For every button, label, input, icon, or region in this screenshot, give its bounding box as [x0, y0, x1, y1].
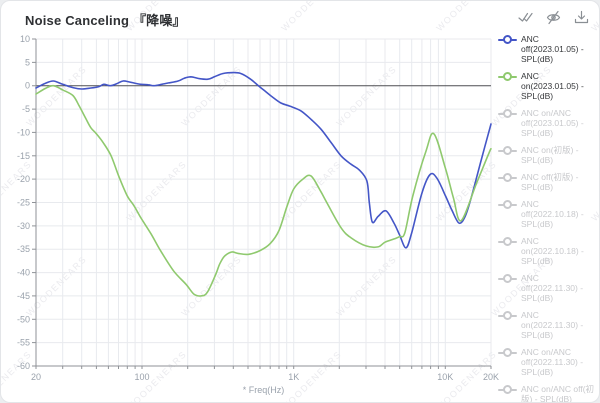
- x-tick-label: 10K: [437, 372, 453, 382]
- legend-item-7[interactable]: ANC off(2022.11.30) - SPL(dB): [498, 273, 598, 303]
- legend-item-4[interactable]: ANC off(初版) - SPL(dB): [498, 172, 598, 192]
- legend-item-0[interactable]: ANC off(2023.01.05) - SPL(dB): [498, 34, 598, 64]
- legend: ANC off(2023.01.05) - SPL(dB) ANC on(2023…: [498, 34, 598, 403]
- legend-label: ANC on/ANC off(初版) - SPL(dB): [521, 384, 595, 403]
- legend-marker: [498, 237, 517, 246]
- axes: 1050-5-10-15-20-25-30-35-40-45-50-55-602…: [17, 34, 499, 382]
- legend-label: ANC on/ANC off(2023.01.05) - SPL(dB): [521, 108, 584, 138]
- x-tick-label: 20K: [483, 372, 499, 382]
- y-tick-label: -50: [17, 314, 30, 324]
- legend-label: ANC on(2022.10.18) - SPL(dB): [521, 236, 584, 266]
- legend-label: ANC on/ANC off(2022.11.30) - SPL(dB): [521, 347, 584, 377]
- chart-title: Noise Canceling 『降噪』: [25, 13, 186, 28]
- legend-marker: [498, 109, 517, 118]
- legend-label: ANC on(2022.11.30) - SPL(dB): [521, 310, 584, 340]
- x-axis-title: * Freq(Hz): [242, 385, 285, 395]
- legend-marker: [498, 200, 517, 209]
- legend-label: ANC off(2022.10.18) - SPL(dB): [521, 199, 584, 229]
- toggle-visibility-icon[interactable]: [546, 10, 561, 25]
- legend-item-2[interactable]: ANC on/ANC off(2023.01.05) - SPL(dB): [498, 108, 598, 138]
- legend-label: ANC off(2022.11.30) - SPL(dB): [521, 273, 584, 303]
- legend-label: ANC on(2023.01.05) - SPL(dB): [521, 71, 584, 101]
- legend-label: ANC on(初版) - SPL(dB): [521, 145, 579, 165]
- y-tick-label: -30: [17, 221, 30, 231]
- x-tick-label: 100: [134, 372, 149, 382]
- legend-item-10[interactable]: ANC on/ANC off(初版) - SPL(dB): [498, 384, 598, 403]
- legend-marker: [498, 72, 517, 81]
- y-tick-label: -55: [17, 338, 30, 348]
- y-tick-label: 0: [25, 81, 30, 91]
- legend-item-3[interactable]: ANC on(初版) - SPL(dB): [498, 145, 598, 165]
- y-tick-label: -25: [17, 198, 30, 208]
- y-tick-label: -10: [17, 127, 30, 137]
- download-icon[interactable]: [574, 10, 589, 25]
- series-curve-1: [35, 84, 492, 297]
- x-tick-label: 1K: [288, 372, 299, 382]
- select-all-icon[interactable]: [518, 10, 533, 25]
- y-tick-label: 5: [25, 57, 30, 67]
- legend-item-8[interactable]: ANC on(2022.11.30) - SPL(dB): [498, 310, 598, 340]
- legend-marker: [498, 311, 517, 320]
- toolbar: [518, 10, 589, 25]
- gridlines: [35, 38, 492, 367]
- legend-label: ANC off(初版) - SPL(dB): [521, 172, 579, 192]
- y-tick-label: -45: [17, 291, 30, 301]
- series-curve-0: [35, 71, 492, 249]
- legend-marker: [498, 274, 517, 283]
- legend-marker: [498, 348, 517, 357]
- legend-item-6[interactable]: ANC on(2022.10.18) - SPL(dB): [498, 236, 598, 266]
- y-tick-label: -35: [17, 244, 30, 254]
- legend-item-5[interactable]: ANC off(2022.10.18) - SPL(dB): [498, 199, 598, 229]
- legend-marker: [498, 146, 517, 155]
- legend-label: ANC off(2023.01.05) - SPL(dB): [521, 34, 584, 64]
- y-tick-label: -15: [17, 151, 30, 161]
- legend-marker: [498, 173, 517, 182]
- x-tick-label: 20: [31, 372, 41, 382]
- legend-item-1[interactable]: ANC on(2023.01.05) - SPL(dB): [498, 71, 598, 101]
- legend-item-9[interactable]: ANC on/ANC off(2022.11.30) - SPL(dB): [498, 347, 598, 377]
- y-tick-label: -20: [17, 174, 30, 184]
- y-tick-label: -5: [22, 104, 30, 114]
- legend-marker: [498, 35, 517, 44]
- y-tick-label: 10: [20, 34, 30, 44]
- y-tick-label: -60: [17, 361, 30, 371]
- legend-marker: [498, 385, 517, 394]
- y-tick-label: -40: [17, 268, 30, 278]
